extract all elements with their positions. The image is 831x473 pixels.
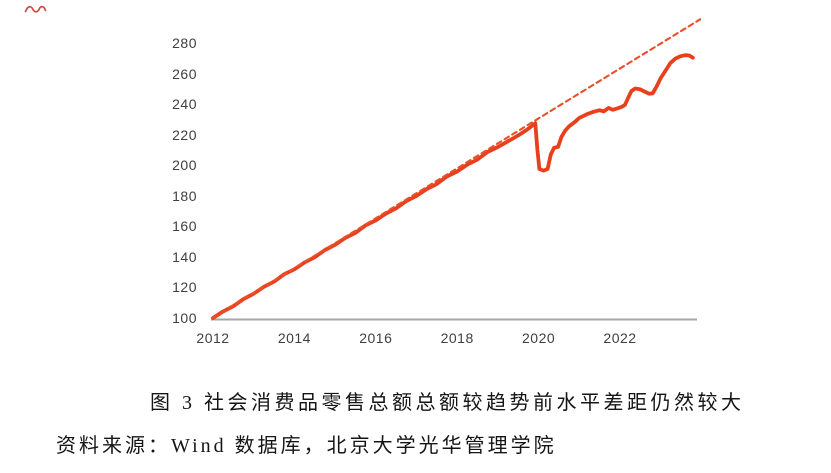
y-tick-label-120: 120 (172, 279, 197, 296)
x-tick-label-2014: 2014 (277, 330, 311, 346)
series-actual-line (211, 53, 695, 320)
x-tick-label-2020: 2020 (522, 330, 556, 346)
y-tick-label-200: 200 (172, 157, 197, 174)
y-tick-label-100: 100 (172, 310, 197, 326)
x-tick-label-2022: 2022 (603, 330, 637, 346)
figure-caption: 图 3 社会消费品零售总额总额较趋势前水平差距仍然较大 (150, 392, 745, 414)
x-tick-label-2012: 2012 (196, 330, 230, 346)
line-chart-plot (211, 18, 702, 321)
x-tick-label-2018: 2018 (440, 330, 474, 346)
y-tick-label-160: 160 (172, 218, 197, 235)
figure-3-chart: 100 120 140 160 180 200 220 240 260 280 2012 2014 2… (172, 18, 702, 346)
y-tick-label-180: 180 (172, 187, 197, 204)
y-tick-label-140: 140 (172, 248, 197, 265)
pen-scribble-mark (24, 5, 47, 13)
y-tick-label-260: 260 (172, 65, 197, 82)
series-trend-line (211, 18, 702, 320)
figure-source: 资料来源：Wind 数据库，北京大学光华管理学院 (56, 435, 557, 457)
x-tick-label-2016: 2016 (359, 330, 393, 346)
y-tick-label-240: 240 (172, 96, 197, 113)
y-tick-label-220: 220 (172, 126, 197, 143)
y-tick-label-280: 280 (172, 35, 197, 51)
